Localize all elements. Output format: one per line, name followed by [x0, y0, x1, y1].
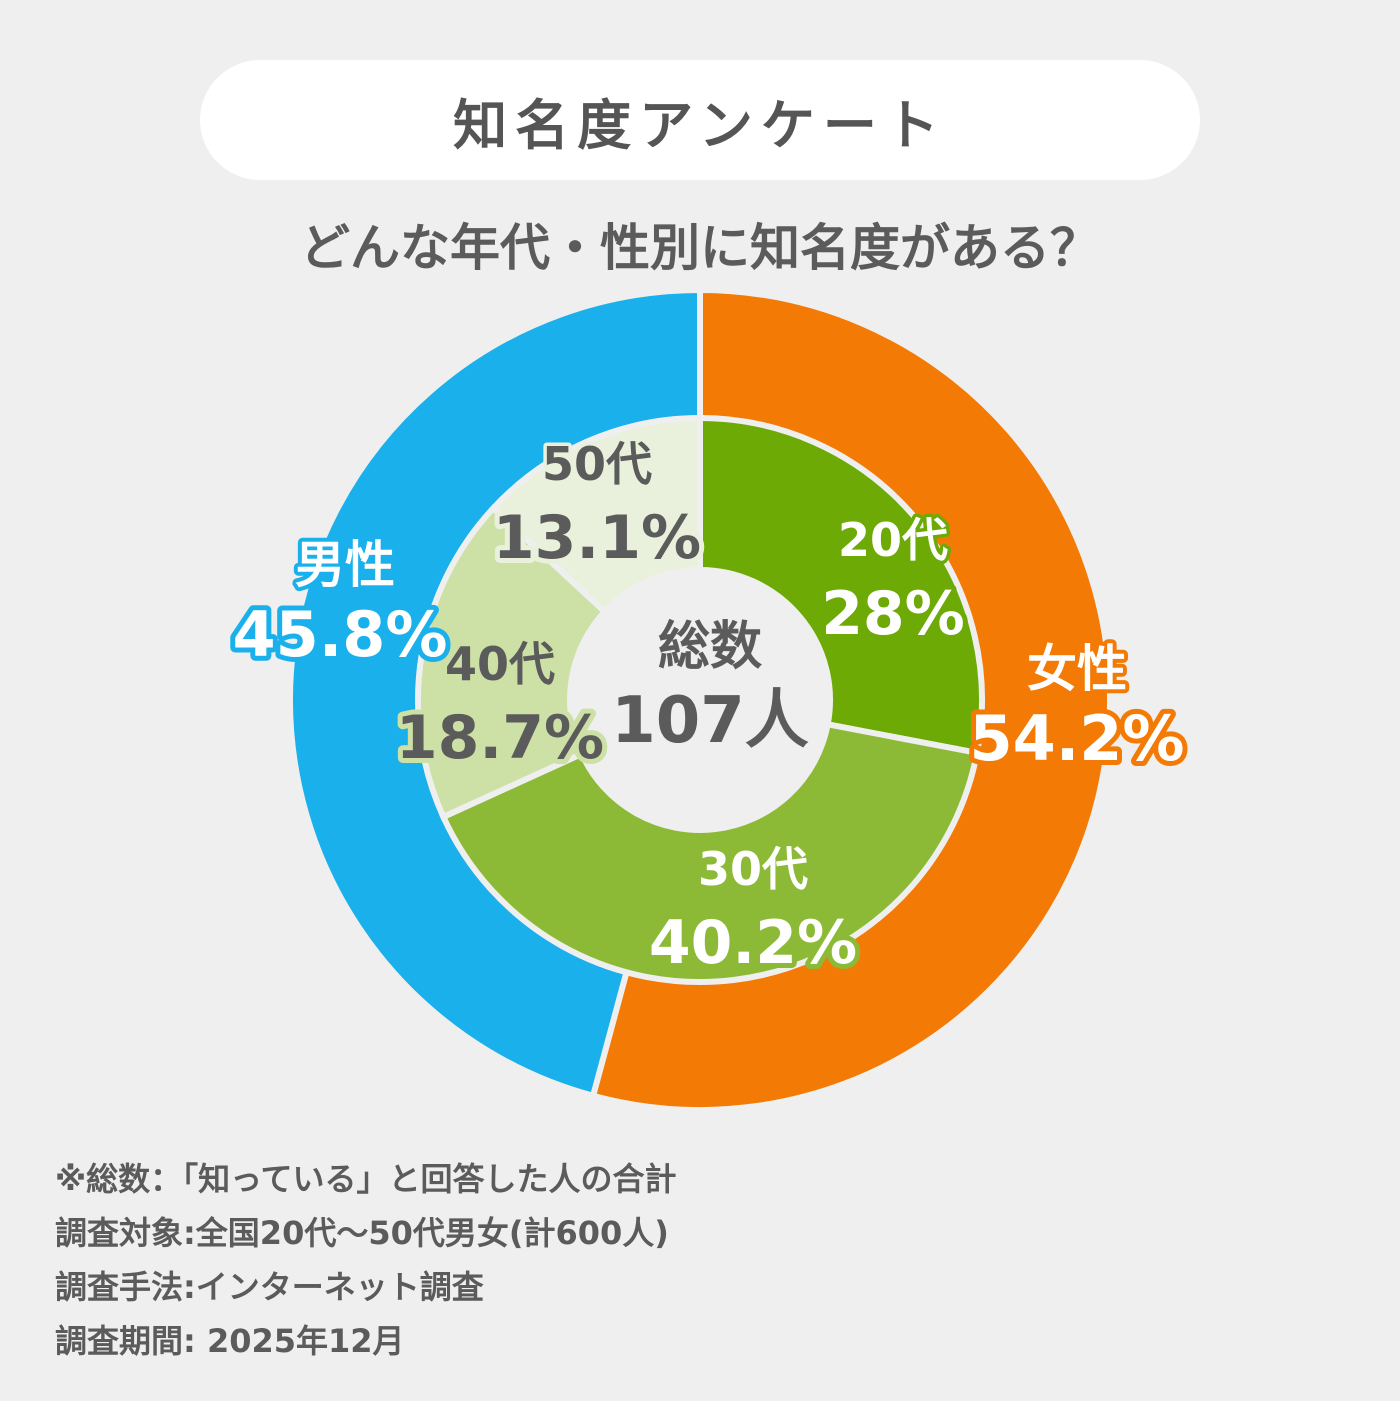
age-slice-1 [439, 720, 981, 985]
gender-value-label-0: 54.2% [969, 702, 1184, 775]
age-value-label-2: 18.7% [396, 703, 604, 773]
age-value-label-0: 28% [821, 579, 965, 649]
survey-notes: ※総数：「知っている」と回答した人の合計 調査対象:全国20代〜50代男女(計6… [55, 1152, 677, 1368]
age-category-label-2: 40代 [445, 637, 555, 691]
age-slice-3 [488, 414, 703, 616]
note-total-definition: ※総数：「知っている」と回答した人の合計 [55, 1160, 677, 1198]
gender-value-label-1: 45.8% [232, 598, 447, 671]
note-survey-target: 調査対象:全国20代〜50代男女(計600人) [55, 1214, 669, 1252]
age-category-label-1: 30代 [698, 842, 808, 896]
center-label-title: 総数 [658, 617, 762, 677]
age-slice-2 [415, 504, 609, 821]
inner-ring [415, 414, 985, 985]
chart-title: 知名度アンケート [453, 93, 947, 157]
gender-category-label-0: 女性 [1027, 640, 1127, 698]
center-label-total: 107人 [611, 684, 809, 758]
age-category-label-0: 20代 [838, 513, 948, 567]
age-value-label-1: 40.2% [649, 908, 857, 978]
title-pill: 知名度アンケート [200, 60, 1200, 180]
age-value-label-3: 13.1% [493, 503, 701, 573]
age-slice-0 [697, 414, 985, 757]
note-survey-method: 調査手法:インターネット調査 [55, 1268, 484, 1306]
chart-subtitle: どんな年代・性別に知名度がある？ [300, 219, 1100, 277]
gender-category-label-1: 男性 [295, 536, 395, 594]
age-category-label-3: 50代 [542, 437, 652, 491]
note-survey-period: 調査期間: 2025年12月 [55, 1322, 405, 1360]
